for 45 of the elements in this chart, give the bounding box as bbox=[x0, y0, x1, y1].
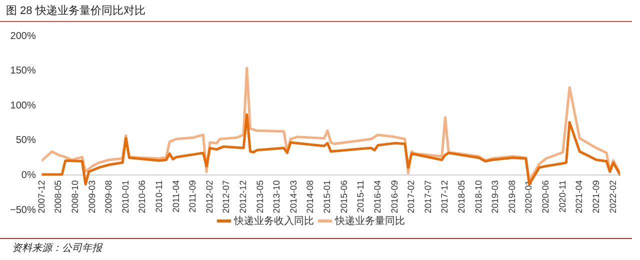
x-tick-label: 2015-01 bbox=[322, 180, 332, 214]
x-tick-label: 2022-02 bbox=[608, 180, 618, 214]
x-tick-label: 2020-06 bbox=[540, 180, 551, 214]
y-tick-label: −50% bbox=[10, 204, 36, 216]
x-tick-label: 2008-05 bbox=[53, 180, 64, 214]
x-tick-label: 2021-09 bbox=[590, 180, 601, 214]
x-tick-label: 2021-04 bbox=[574, 180, 584, 214]
y-tick-label: 0% bbox=[21, 170, 36, 181]
x-tick-label: 2010-01 bbox=[120, 180, 130, 214]
y-tick-label: 50% bbox=[16, 135, 36, 146]
x-tick-label: 2020-01 bbox=[524, 180, 534, 214]
x-tick-label: 2016-04 bbox=[372, 180, 382, 214]
x-tick-label: 2007-12 bbox=[36, 180, 46, 214]
x-tick-label: 2019-08 bbox=[506, 180, 517, 214]
x-tick-label: 2015-11 bbox=[356, 180, 366, 213]
y-tick-label: 200% bbox=[10, 30, 36, 42]
x-tick-label: 2013-10 bbox=[272, 180, 282, 214]
x-tick-label: 2010-11 bbox=[154, 180, 164, 213]
x-tick-label: 2013-05 bbox=[254, 180, 265, 214]
text: 资料来源：公司年报 bbox=[12, 242, 102, 255]
x-tick-label: 2018-05 bbox=[456, 180, 467, 214]
x-tick-label: 2011-04 bbox=[170, 180, 181, 213]
x-tick-label: 2017-07 bbox=[422, 180, 433, 214]
x-tick-label: 2017-12 bbox=[440, 180, 450, 214]
x-tick-label: 2017-02 bbox=[406, 180, 416, 214]
y-tick-label: 150% bbox=[10, 66, 36, 77]
x-tick-label: 2010-06 bbox=[137, 180, 148, 214]
x-tick-label: 2009-08 bbox=[104, 180, 114, 214]
x-tick-label: 2012-07 bbox=[221, 180, 232, 214]
x-tick-label: 2014-08 bbox=[305, 180, 316, 214]
x-tick-label: 2020-11 bbox=[557, 180, 568, 213]
x-tick-label: 2018-10 bbox=[473, 180, 484, 214]
x-tick-label: 2016-09 bbox=[389, 180, 400, 214]
x-tick-label: 2015-06 bbox=[338, 180, 349, 214]
x-tick-label: 2019-03 bbox=[490, 180, 500, 214]
x-tick-label: 2008-10 bbox=[70, 180, 80, 214]
y-tick-label: 100% bbox=[10, 100, 36, 112]
x-tick-label: 2009-03 bbox=[86, 180, 97, 214]
x-tick-label: 2011-09 bbox=[188, 180, 198, 213]
legend-label: 快递业务量同比 bbox=[334, 214, 405, 227]
x-tick-label: 2014-03 bbox=[288, 180, 298, 214]
x-tick-label: 2012-12 bbox=[238, 180, 248, 214]
x-tick-label: 2012-02 bbox=[204, 180, 214, 214]
legend-label: 快递业务收入同比 bbox=[233, 214, 314, 227]
chart-title: 图 28 快递业务量价同比对比 bbox=[6, 4, 146, 18]
